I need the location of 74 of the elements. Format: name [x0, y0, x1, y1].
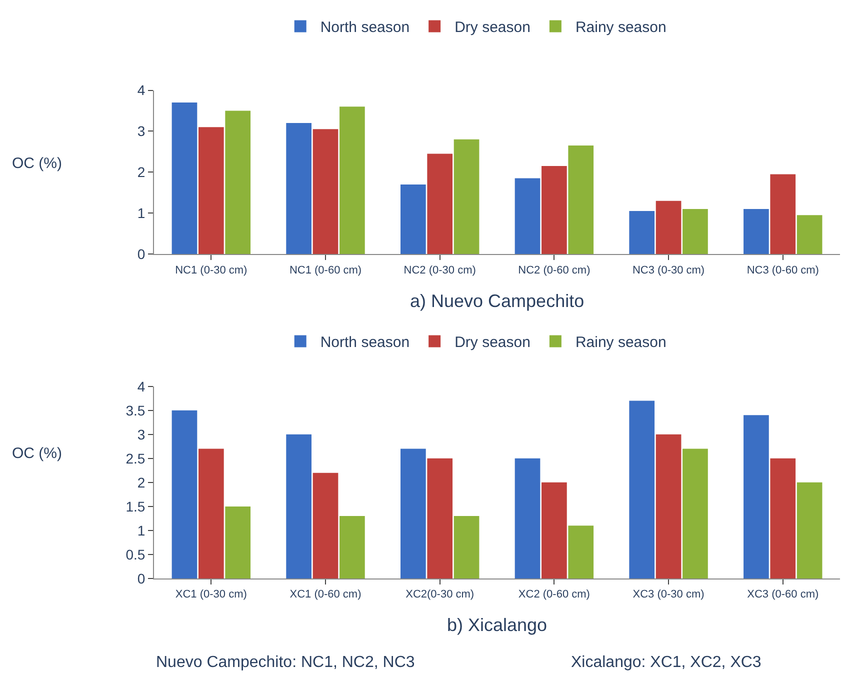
y-tick-label: 3: [137, 426, 146, 442]
y-tick-label: 3: [137, 123, 146, 140]
bar: [340, 516, 365, 578]
bar: [682, 448, 708, 578]
text: Xicalango: XC1, XC2, XC3: [571, 654, 762, 671]
bar: [400, 184, 426, 254]
bar: [427, 154, 453, 254]
x-tick-label: XC3 (0-60 cm): [747, 588, 819, 601]
bar: [312, 129, 338, 254]
bar: [796, 215, 822, 254]
y-tick-label: 0.5: [126, 546, 146, 562]
bar: [656, 434, 682, 578]
y-axis-title: OC (%): [12, 445, 62, 462]
bar: [172, 102, 198, 254]
x-tick-label: NC1 (0-60 cm): [289, 264, 362, 276]
bar: [514, 458, 540, 578]
legend-label: Rainy season: [575, 19, 666, 36]
y-tick-label: 4: [137, 82, 146, 98]
x-tick-label: XC2(0-30 cm): [406, 588, 474, 601]
y-tick-label: 1.5: [126, 498, 146, 514]
text: Nuevo Campechito: NC1, NC2, NC3: [156, 654, 415, 671]
bar: [514, 178, 540, 254]
legend-label: Dry season: [454, 19, 530, 36]
bar: [682, 209, 708, 254]
x-tick-label: NC1 (0-30 cm): [175, 264, 248, 276]
y-tick-label: 1: [137, 205, 146, 221]
x-tick-label: NC2 (0-30 cm): [404, 264, 476, 276]
x-tick-label: NC3 (0-30 cm): [632, 264, 705, 276]
y-axis-title: OC (%): [12, 155, 62, 172]
bar: [198, 127, 224, 254]
bar: [542, 166, 567, 254]
x-tick-label: XC1 (0-30 cm): [175, 588, 247, 601]
legend-label: North season: [320, 334, 410, 352]
x-tick-label: XC2 (0-60 cm): [518, 588, 590, 601]
y-tick-label: 3.5: [126, 402, 146, 418]
bar: [312, 472, 338, 578]
y-tick-label: 1: [137, 522, 146, 538]
bar: [744, 209, 769, 254]
bar: [198, 448, 224, 578]
bar: [225, 506, 251, 578]
bar: [454, 139, 480, 254]
y-tick-label: 0: [137, 246, 146, 262]
bar: [568, 146, 594, 254]
bar: [286, 123, 312, 254]
y-tick-label: 0: [137, 570, 146, 586]
legend-label: North season: [320, 19, 410, 36]
legend-label: Rainy season: [575, 334, 666, 352]
bar: [172, 410, 198, 578]
x-tick-label: XC1 (0-60 cm): [290, 588, 362, 601]
bar: [286, 434, 312, 578]
x-tick-label: NC2 (0-60 cm): [518, 264, 590, 276]
y-tick-label: 2: [137, 164, 146, 180]
text: a) Nuevo Campechito: [410, 291, 584, 311]
bar: [770, 458, 796, 578]
bar: [744, 415, 769, 578]
x-tick-label: XC3 (0-30 cm): [632, 588, 704, 601]
y-tick-label: 2.5: [126, 450, 146, 466]
bar: [542, 482, 567, 578]
y-tick-label: 4: [137, 378, 146, 394]
text: b) Xicalango: [447, 615, 548, 635]
bar: [656, 200, 682, 254]
bar: [225, 110, 251, 254]
bar: [400, 448, 426, 578]
bar: [340, 106, 365, 254]
bar: [796, 482, 822, 578]
x-tick-label: NC3 (0-60 cm): [746, 264, 819, 276]
y-tick-label: 2: [137, 474, 146, 490]
bar: [454, 516, 480, 578]
bar: [770, 174, 796, 254]
bar: [629, 211, 655, 254]
legend-label: Dry season: [454, 334, 530, 352]
bar: [568, 526, 594, 578]
bar: [427, 458, 453, 578]
bar: [629, 400, 655, 578]
